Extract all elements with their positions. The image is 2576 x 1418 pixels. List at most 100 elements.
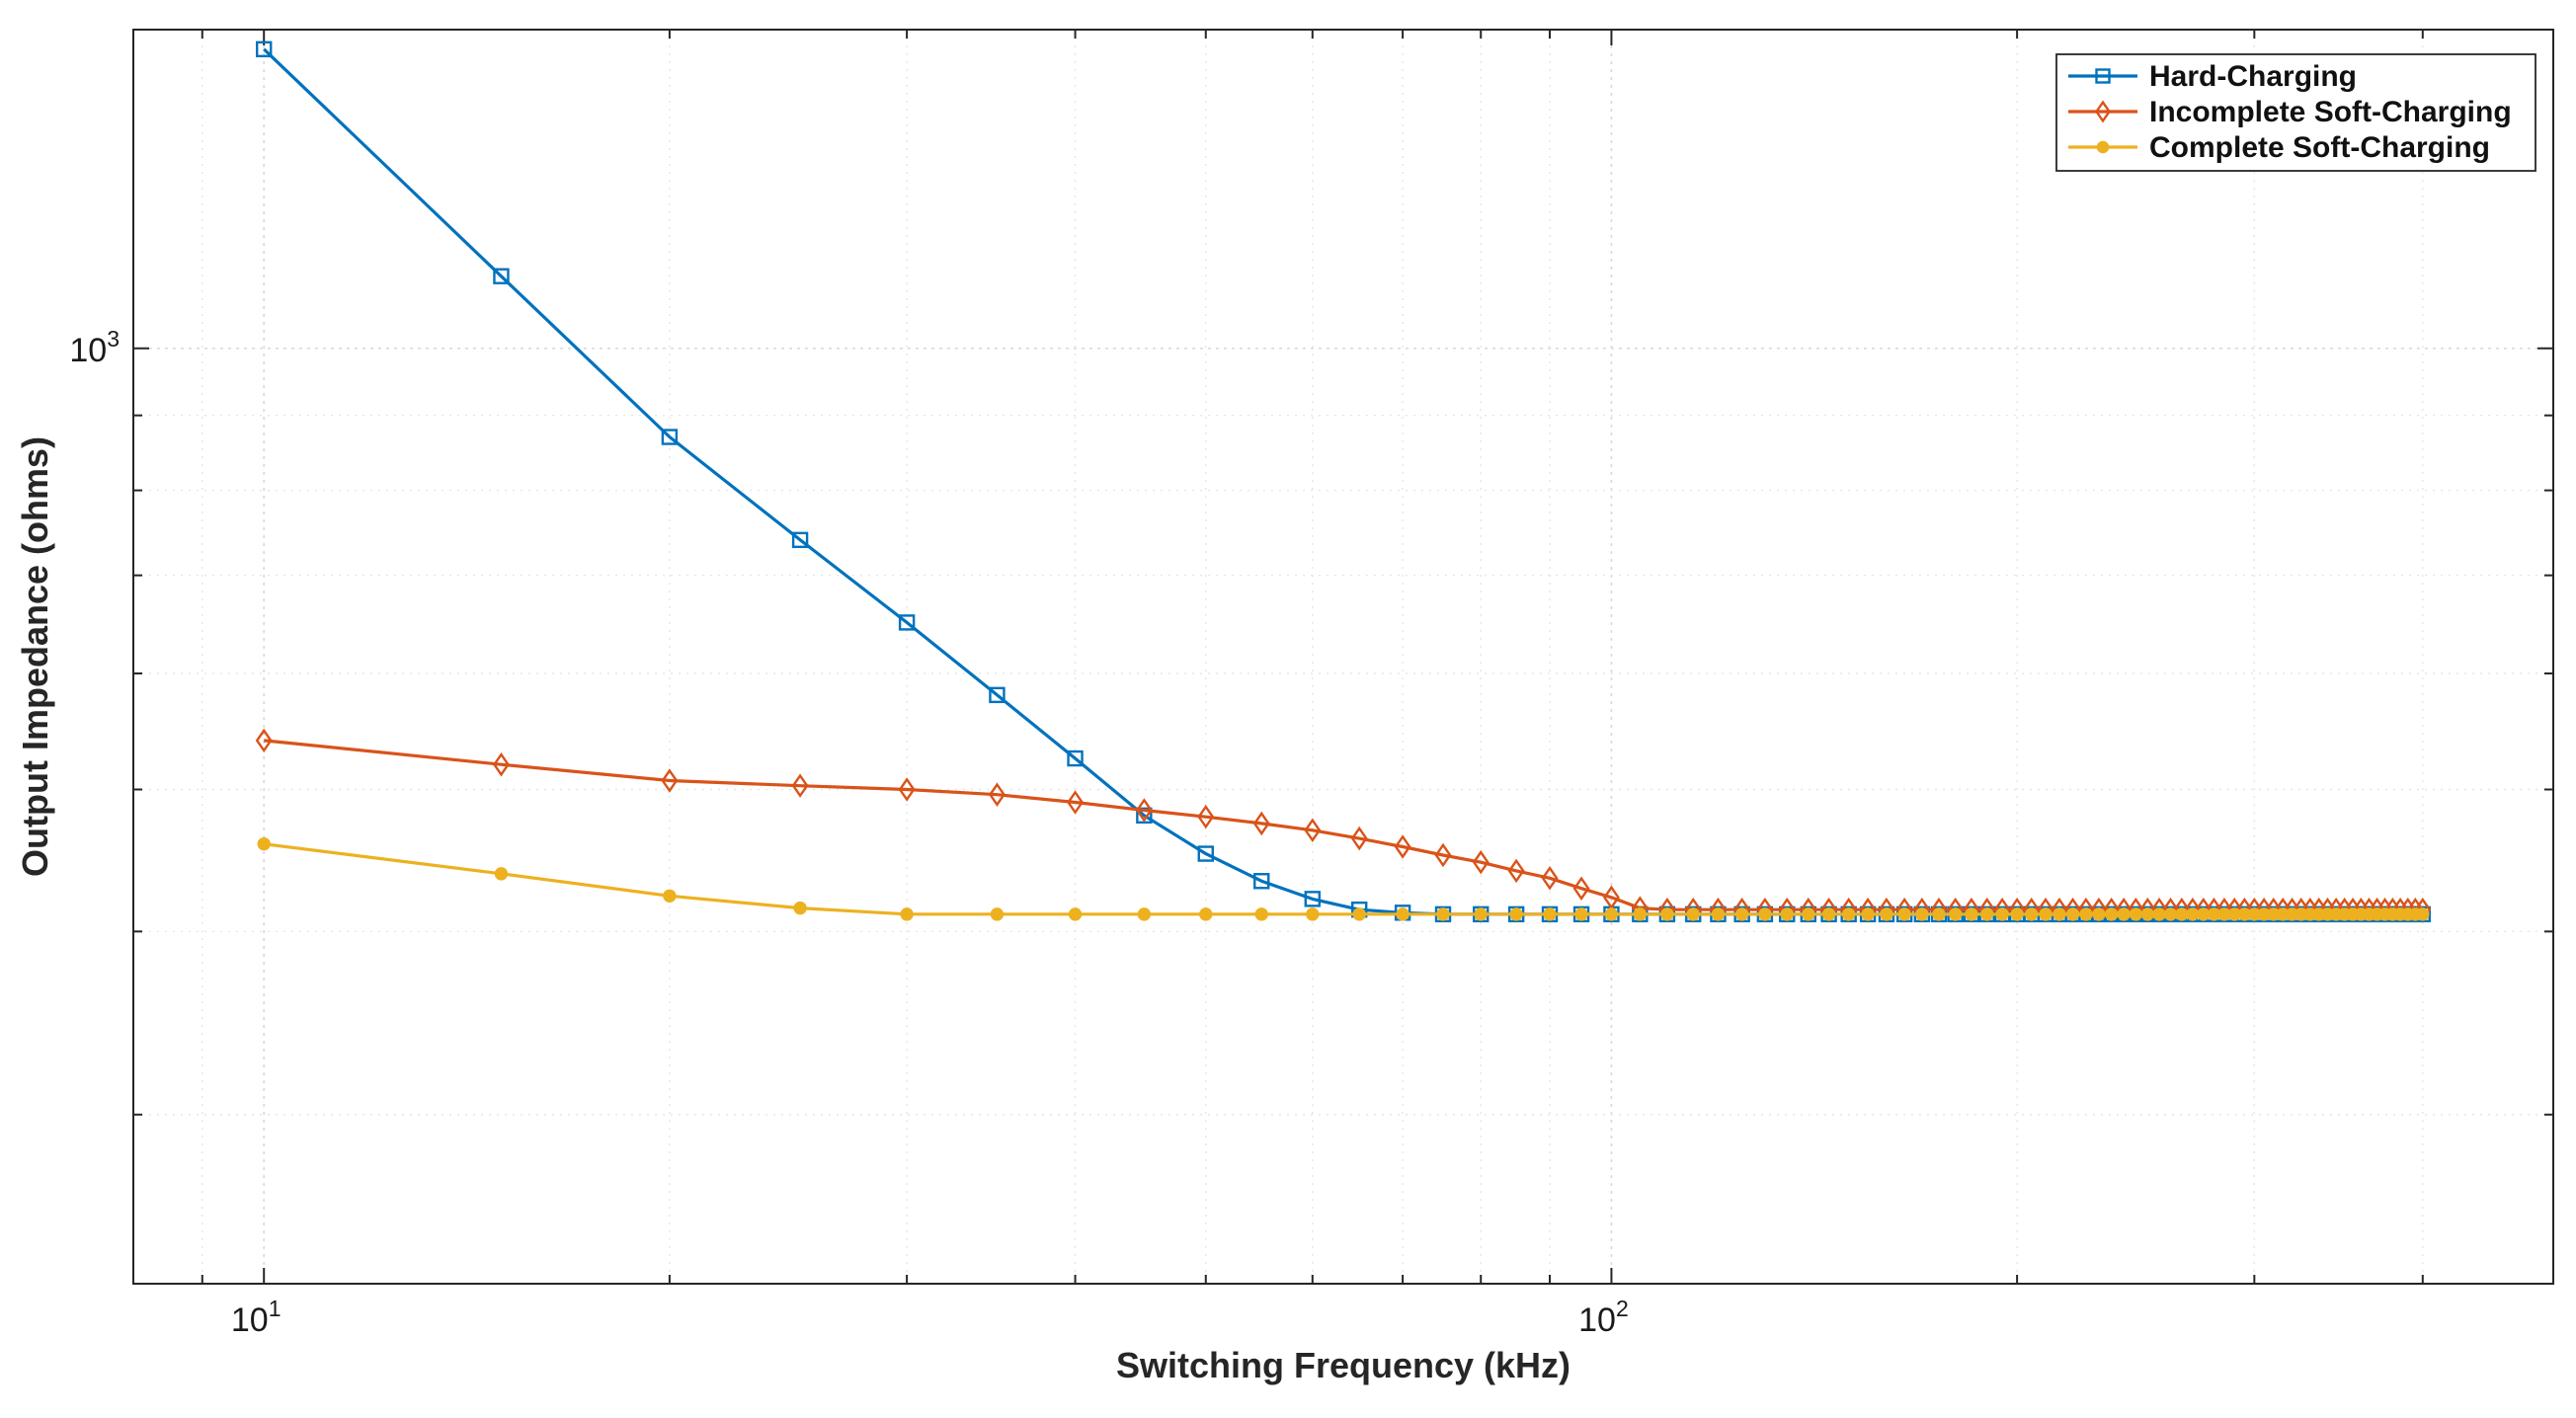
data-point-complete-soft-charging [2053,907,2066,921]
data-point-complete-soft-charging [2092,907,2106,921]
data-point-incomplete-soft-charging [1472,849,1489,875]
y-axis-label: Output Impedance (ohms) [15,436,55,877]
data-point-complete-soft-charging [1306,907,1320,921]
data-point-incomplete-soft-charging [898,777,916,802]
data-point-complete-soft-charging [900,907,914,921]
data-point-complete-soft-charging [494,867,509,881]
data-point-complete-soft-charging [1660,907,1674,921]
y-tick-label: 103 [69,326,120,369]
data-point-hard-charging [989,686,1006,704]
data-point-complete-soft-charging [2140,907,2155,921]
data-point-incomplete-soft-charging [1541,866,1559,891]
legend-label-hard-charging: Hard-Charging [2149,60,2357,93]
data-point-hard-charging [791,531,809,549]
legend-marker-complete-soft-charging [2096,140,2110,154]
data-point-incomplete-soft-charging [1197,804,1215,829]
data-point-complete-soft-charging [2163,907,2178,921]
data-point-incomplete-soft-charging [1434,842,1452,868]
data-point-incomplete-soft-charging [1572,876,1590,901]
data-point-complete-soft-charging [1137,907,1152,921]
x-tick-label: 102 [1578,1296,1629,1339]
data-point-complete-soft-charging [2010,907,2024,921]
data-point-incomplete-soft-charging [1135,798,1153,823]
data-point-complete-soft-charging [1352,907,1366,921]
data-point-complete-soft-charging [2065,907,2080,921]
data-point-incomplete-soft-charging [1394,834,1411,859]
data-point-incomplete-soft-charging [255,728,273,753]
data-point-complete-soft-charging [1509,907,1523,921]
data-point-complete-soft-charging [1932,907,1946,921]
data-point-complete-soft-charging [1821,907,1836,921]
data-point-incomplete-soft-charging [988,782,1006,807]
data-point-complete-soft-charging [1686,907,1700,921]
legend-label-complete-soft-charging: Complete Soft-Charging [2149,131,2490,164]
data-point-hard-charging [898,614,916,631]
data-point-complete-soft-charging [663,889,677,903]
data-point-complete-soft-charging [2104,907,2119,921]
data-point-complete-soft-charging [2039,907,2053,921]
data-point-incomplete-soft-charging [791,773,809,798]
data-point-hard-charging [493,268,510,284]
data-point-incomplete-soft-charging [1602,885,1620,910]
legend-label-incomplete-soft-charging: Incomplete Soft-Charging [2149,96,2512,128]
data-point-complete-soft-charging [1995,907,2009,921]
data-point-complete-soft-charging [1711,907,1726,921]
data-point-complete-soft-charging [1254,907,1268,921]
data-point-complete-soft-charging [2079,907,2093,921]
data-point-complete-soft-charging [1897,907,1911,921]
data-point-hard-charging [1136,807,1153,825]
data-point-complete-soft-charging [2186,907,2200,921]
data-point-hard-charging [256,40,273,58]
data-point-incomplete-soft-charging [1350,826,1368,851]
data-point-complete-soft-charging [793,901,807,915]
data-point-hard-charging [661,429,679,445]
data-point-complete-soft-charging [1633,907,1648,921]
data-point-complete-soft-charging [2025,907,2039,921]
data-point-complete-soft-charging [1436,907,1450,921]
x-axis-label: Switching Frequency (kHz) [1116,1345,1570,1385]
plot-frame [132,29,2554,1285]
data-point-complete-soft-charging [1474,907,1488,921]
data-point-complete-soft-charging [1199,907,1213,921]
data-point-incomplete-soft-charging [1252,811,1270,836]
data-point-hard-charging [1253,873,1270,890]
data-point-incomplete-soft-charging [492,751,510,777]
data-point-complete-soft-charging [2175,907,2189,921]
data-point-complete-soft-charging [990,907,1005,921]
data-point-hard-charging [1304,891,1321,907]
axis-ticks: 101 102 103 [69,30,2553,1339]
data-point-complete-soft-charging [1396,907,1409,921]
data-point-complete-soft-charging [1880,907,1893,921]
data-point-incomplete-soft-charging [1304,818,1322,843]
data-point-complete-soft-charging [1948,907,1963,921]
data-point-complete-soft-charging [1802,907,1815,921]
legend-marker-incomplete-soft-charging [2095,100,2111,123]
series [255,40,2432,923]
data-point-complete-soft-charging [2129,907,2143,921]
data-point-complete-soft-charging [1861,907,1875,921]
plot-background [133,30,2553,1284]
data-point-complete-soft-charging [1574,907,1588,921]
data-point-complete-soft-charging [257,836,271,851]
data-point-complete-soft-charging [1734,907,1749,921]
data-point-complete-soft-charging [1915,907,1929,921]
data-point-complete-soft-charging [1980,907,1994,921]
data-point-complete-soft-charging [2152,907,2166,921]
data-point-complete-soft-charging [1758,907,1772,921]
data-point-complete-soft-charging [1780,907,1794,921]
data-point-complete-soft-charging [2117,907,2131,921]
data-point-complete-soft-charging [2416,907,2430,921]
grid [133,30,2553,1284]
data-point-incomplete-soft-charging [1067,790,1085,815]
legend-marker-hard-charging [2095,68,2111,84]
data-point-complete-soft-charging [1841,907,1856,921]
data-point-complete-soft-charging [1965,907,1978,921]
data-point-complete-soft-charging [1543,907,1557,921]
data-point-incomplete-soft-charging [661,768,679,793]
series-complete-soft-charging [257,836,2430,921]
data-point-hard-charging [1067,749,1084,767]
data-point-complete-soft-charging [1604,907,1619,921]
